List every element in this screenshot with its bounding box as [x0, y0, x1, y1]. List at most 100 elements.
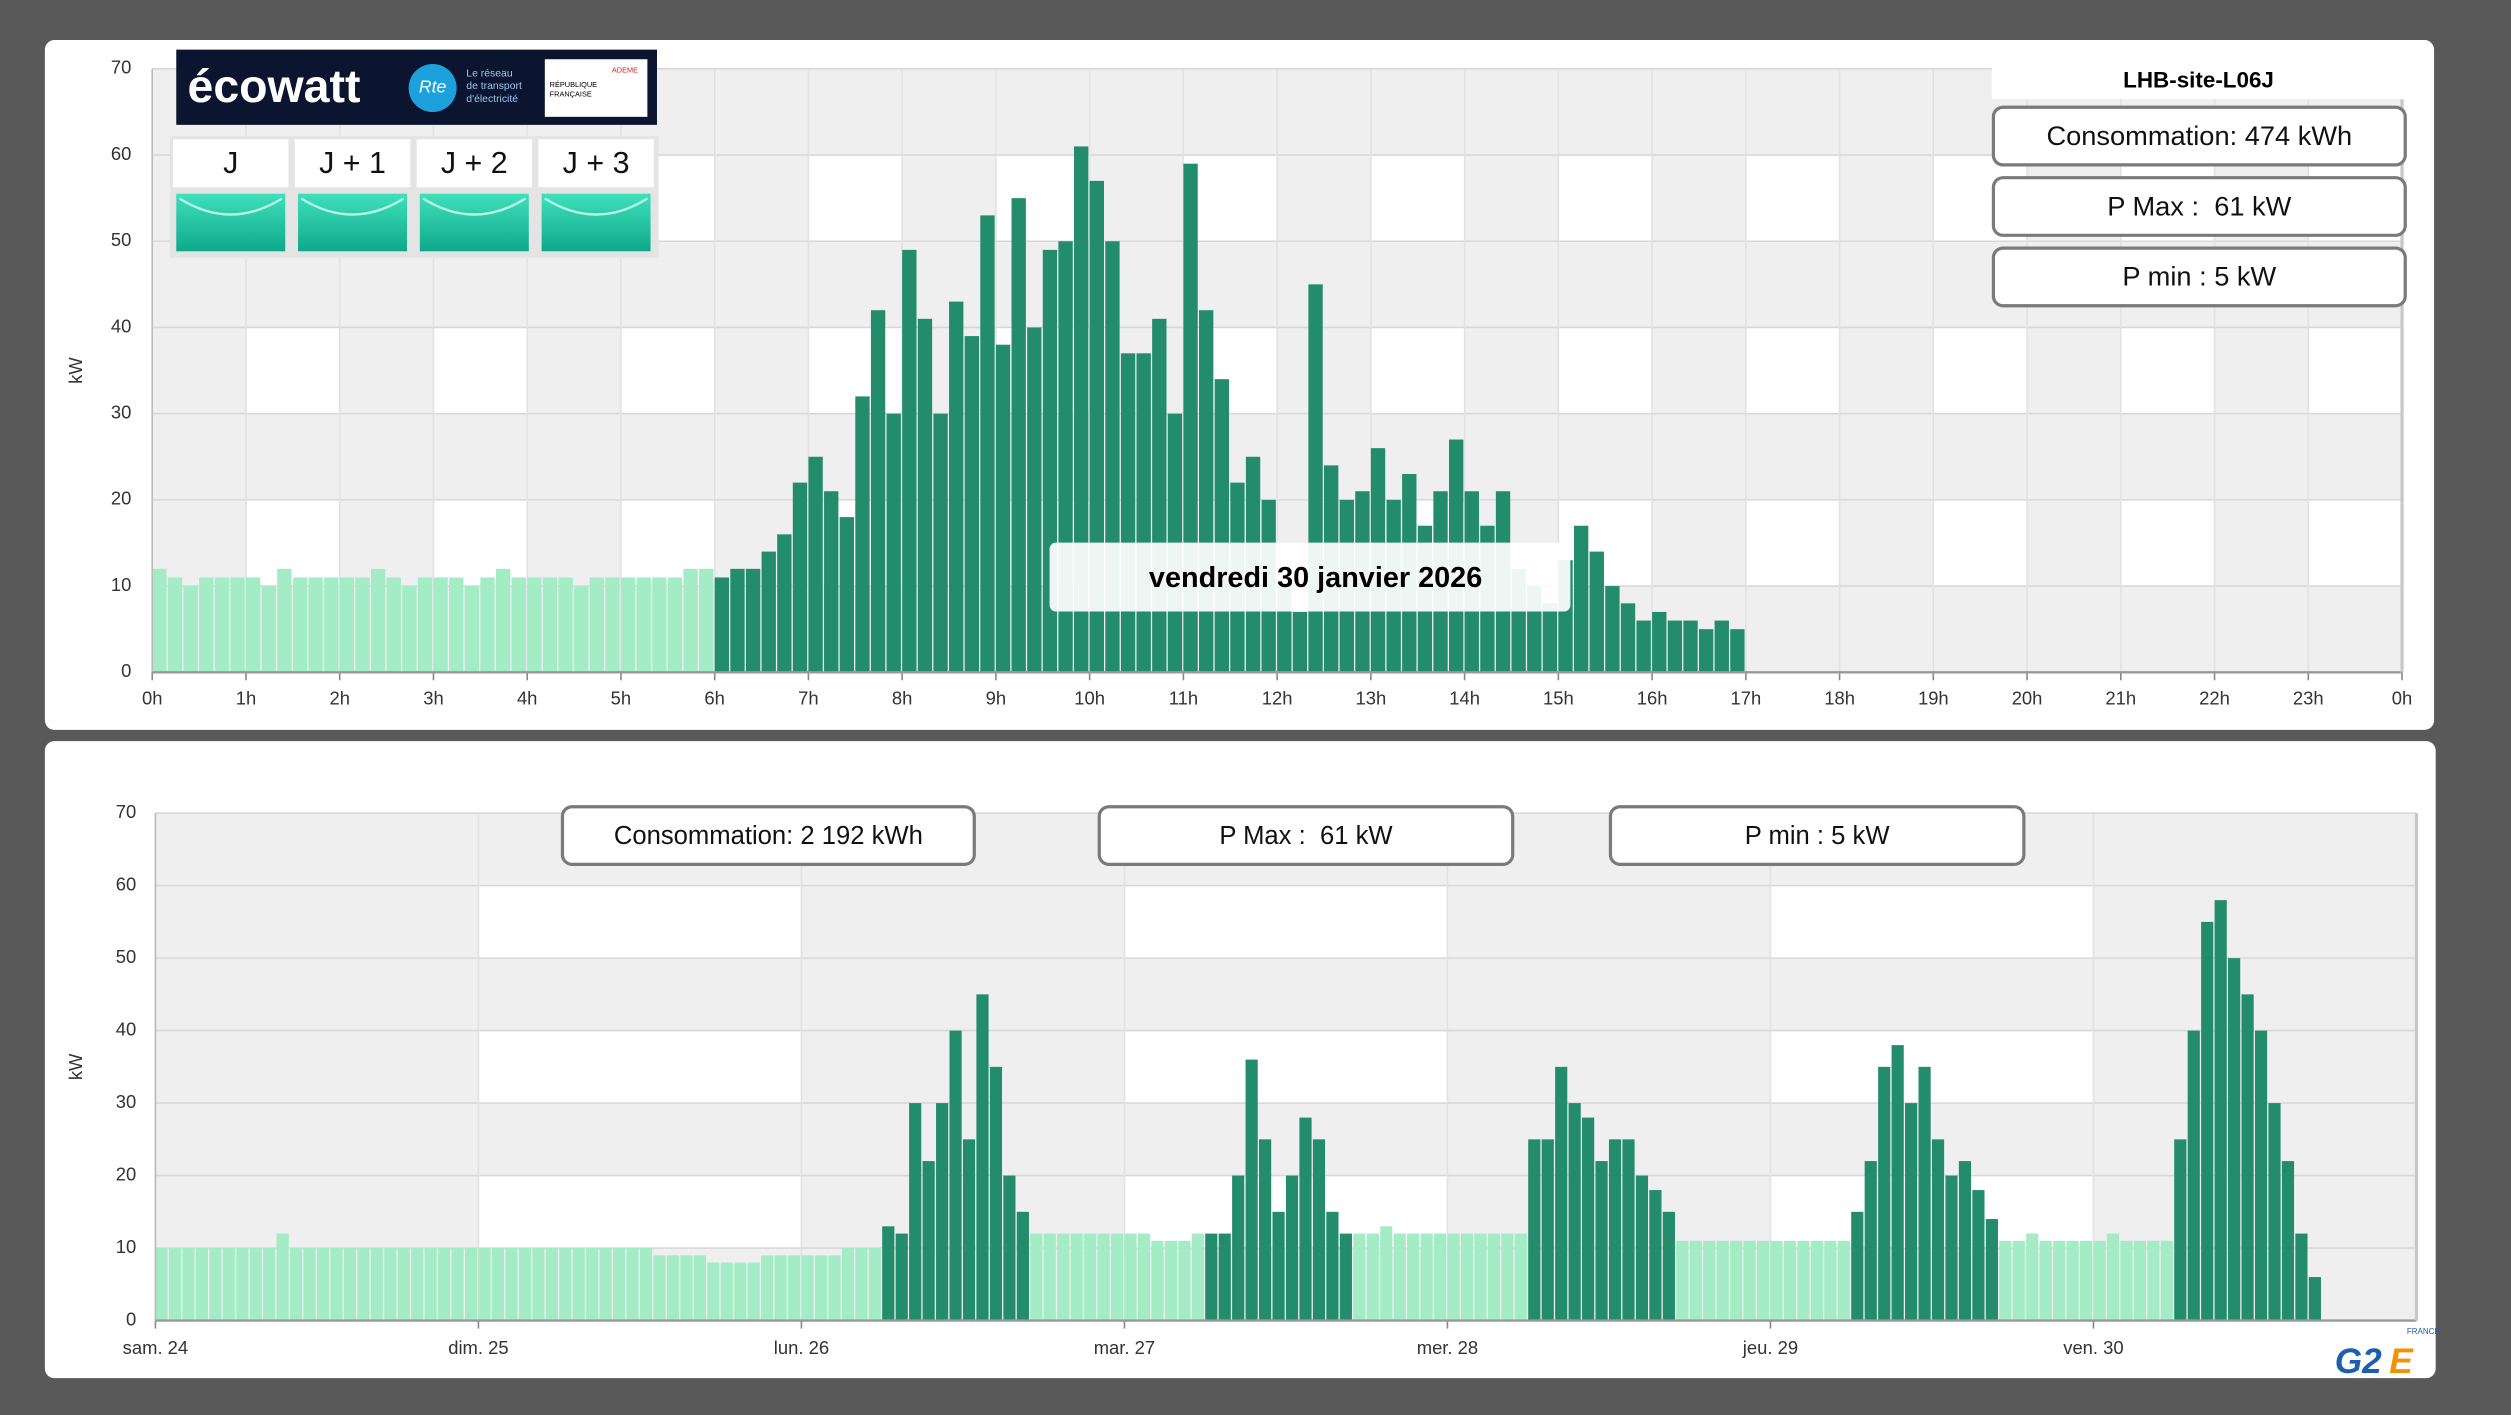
bar: [600, 1248, 612, 1320]
x-tick-label: 23h: [2293, 687, 2324, 708]
x-tick-label: 4h: [517, 687, 537, 708]
bar: [869, 1248, 881, 1320]
bar: [2241, 994, 2253, 1320]
bar: [1461, 1234, 1473, 1321]
bar: [1152, 319, 1166, 672]
tooltip: vendredi 30 janvier 2026: [1149, 562, 1482, 594]
bar: [519, 1248, 531, 1320]
bar: [918, 319, 932, 672]
bar: [640, 1248, 652, 1320]
y-tick-label: 40: [116, 1018, 136, 1039]
bar: [1621, 603, 1635, 672]
grid-cell: [1371, 155, 1465, 241]
bar: [1474, 1234, 1486, 1321]
stat-text: Consommation: 2 192 kWh: [614, 822, 923, 850]
bar: [1838, 1241, 1850, 1321]
day-stats: Consommation: 474 kWhP Max : 61 kWP min …: [1993, 107, 2405, 305]
bar: [1488, 1234, 1500, 1321]
bar: [909, 1103, 921, 1320]
bar: [1605, 586, 1619, 672]
bar: [788, 1255, 800, 1320]
bar: [1421, 1234, 1433, 1321]
bar: [303, 1248, 315, 1320]
bar: [293, 577, 307, 672]
bar: [902, 250, 916, 672]
bar: [1811, 1241, 1823, 1321]
bar: [398, 1248, 410, 1320]
bar: [762, 552, 776, 673]
bar: [1595, 1161, 1607, 1320]
bar: [196, 1248, 208, 1320]
bar: [965, 336, 979, 672]
day-label: J: [223, 146, 238, 180]
bar: [1003, 1176, 1015, 1321]
bar: [586, 1248, 598, 1320]
bar: [512, 577, 526, 672]
bar: [1138, 1234, 1150, 1321]
bar: [1757, 1241, 1769, 1321]
bar: [480, 577, 494, 672]
x-tick-label: 14h: [1449, 687, 1480, 708]
bar: [452, 1248, 464, 1320]
bar: [308, 577, 322, 672]
bar: [1044, 1234, 1056, 1321]
bar: [2282, 1161, 2294, 1320]
bar: [936, 1103, 948, 1320]
bar: [828, 1255, 840, 1320]
x-tick-label: 9h: [986, 687, 1006, 708]
bar: [777, 534, 791, 672]
stat-text: P min : 5 kW: [2122, 261, 2276, 292]
grid-cell: [1558, 155, 1652, 241]
grid-cell: [433, 500, 527, 586]
bar: [1582, 1118, 1594, 1321]
bar: [1017, 1212, 1029, 1321]
tagline: de transport: [466, 81, 522, 92]
grid-cell: [1746, 500, 1840, 586]
bar: [1730, 629, 1744, 672]
bar: [2134, 1241, 2146, 1321]
bar: [155, 1248, 167, 1320]
bar: [1649, 1190, 1661, 1320]
bar: [590, 577, 604, 672]
bar: [236, 1248, 248, 1320]
bar: [2040, 1241, 2052, 1321]
bar: [230, 577, 244, 672]
bar: [2201, 922, 2213, 1321]
bar: [1730, 1241, 1742, 1321]
bar: [1205, 1234, 1217, 1321]
bar: [357, 1248, 369, 1320]
bar: [340, 577, 354, 672]
bar: [653, 1255, 665, 1320]
grid-cell: [246, 500, 340, 586]
bar: [808, 457, 822, 673]
bar: [2120, 1241, 2132, 1321]
stat-text: P min : 5 kW: [1745, 822, 1891, 850]
grid-cell: [2308, 327, 2402, 413]
x-tick-label: dim. 25: [448, 1337, 508, 1358]
bar: [1286, 1176, 1298, 1321]
bar: [842, 1248, 854, 1320]
y-tick-label: 70: [116, 801, 136, 822]
bar: [1590, 552, 1604, 673]
bar: [626, 1248, 638, 1320]
x-tick-label: mer. 28: [1417, 1337, 1478, 1358]
site-name: LHB-site-L06J: [2123, 68, 2274, 93]
bar: [694, 1255, 706, 1320]
bar: [775, 1255, 787, 1320]
ecowatt-brand: écowatt: [187, 60, 360, 112]
bar: [1574, 526, 1588, 673]
bar: [2268, 1103, 2280, 1320]
tagline: d'électricité: [466, 94, 518, 105]
bar: [317, 1248, 329, 1320]
bar: [734, 1263, 746, 1321]
grid-cell: [1746, 155, 1840, 241]
bar: [1905, 1103, 1917, 1320]
x-tick-label: lun. 26: [774, 1337, 829, 1358]
day-label: J + 3: [563, 146, 630, 180]
stat-text: P Max : 61 kW: [2107, 190, 2291, 221]
bar: [1340, 1234, 1352, 1321]
y-tick-label: 0: [126, 1308, 136, 1329]
ecowatt-widget[interactable]: écowatt Rte Le réseau de transport d'éle…: [170, 50, 659, 258]
bar: [1293, 612, 1307, 672]
y-tick-label: 30: [116, 1091, 136, 1112]
